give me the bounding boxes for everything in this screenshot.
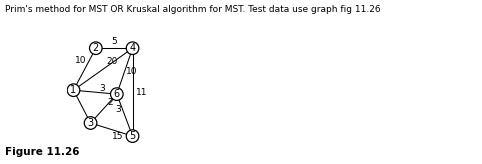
Circle shape	[90, 42, 102, 54]
Circle shape	[67, 84, 80, 96]
Circle shape	[84, 117, 97, 129]
Text: 11: 11	[136, 88, 147, 97]
Text: 1: 1	[70, 85, 77, 95]
Text: 4: 4	[130, 43, 135, 53]
Text: 3: 3	[99, 84, 105, 93]
Text: 3: 3	[88, 118, 94, 128]
Text: 2: 2	[93, 43, 99, 53]
Text: 3: 3	[115, 105, 121, 114]
Text: Figure 11.26: Figure 11.26	[5, 147, 80, 157]
Text: 6: 6	[114, 89, 120, 99]
Circle shape	[126, 130, 139, 142]
Text: 10: 10	[125, 67, 137, 76]
Text: Prim's method for MST OR Kruskal algorithm for MST. Test data use graph fig 11.2: Prim's method for MST OR Kruskal algorit…	[5, 5, 380, 14]
Text: 5: 5	[130, 131, 135, 141]
Circle shape	[126, 42, 139, 54]
Text: 10: 10	[75, 56, 86, 64]
Text: 2: 2	[107, 98, 113, 106]
Text: 15: 15	[112, 132, 124, 141]
Text: 5: 5	[111, 37, 117, 46]
Circle shape	[110, 88, 123, 100]
Text: 20: 20	[107, 57, 118, 66]
